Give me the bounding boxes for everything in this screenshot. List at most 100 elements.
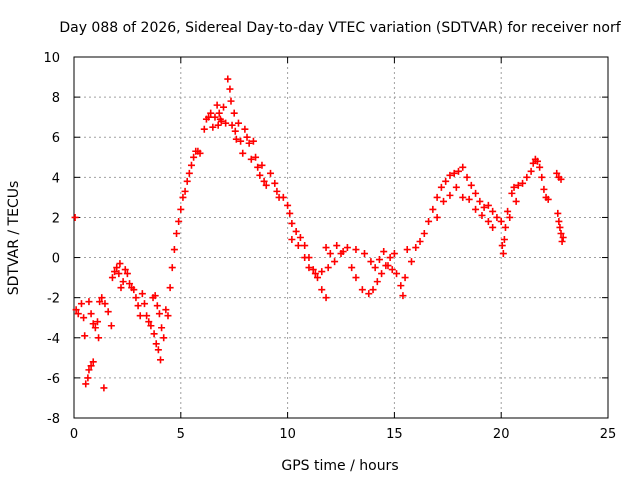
data-point [378, 270, 386, 278]
data-point [190, 153, 198, 161]
data-point [258, 161, 266, 169]
data-point [301, 242, 309, 250]
data-point [98, 294, 106, 302]
data-point [183, 177, 191, 185]
data-point [296, 234, 304, 241]
data-point [89, 358, 97, 366]
data-point [95, 334, 103, 342]
data-point [322, 244, 330, 252]
data-point [498, 242, 506, 250]
data-point [87, 362, 95, 370]
data-point [147, 322, 155, 330]
data-point [164, 312, 172, 320]
data-point [215, 109, 223, 117]
data-point [123, 270, 131, 278]
data-point [175, 217, 183, 225]
data-point [226, 85, 234, 93]
data-point [322, 294, 330, 302]
data-point [160, 334, 168, 342]
data-point [107, 322, 115, 330]
data-point [425, 217, 433, 225]
chart-title: Day 088 of 2026, Sidereal Day-to-day VTE… [59, 20, 621, 36]
data-point [115, 270, 123, 278]
data-point [536, 163, 544, 171]
data-point [260, 177, 268, 185]
data-point [352, 246, 360, 254]
data-point [155, 310, 163, 318]
data-point [557, 229, 565, 237]
data-point [93, 318, 101, 326]
x-tick-label: 5 [177, 427, 185, 442]
data-point [222, 119, 230, 127]
y-tick-label: -8 [47, 412, 60, 427]
data-point [508, 189, 516, 197]
data-point [538, 173, 546, 181]
data-point [446, 191, 454, 199]
data-point [239, 149, 247, 157]
data-point [331, 258, 339, 266]
data-point [450, 169, 458, 177]
data-point [121, 266, 129, 274]
data-point [279, 193, 287, 201]
data-point [100, 384, 108, 392]
data-point [132, 294, 140, 302]
data-point [213, 101, 221, 109]
data-point [403, 246, 411, 254]
data-point [214, 121, 222, 129]
data-point [380, 248, 388, 256]
data-point [119, 278, 127, 286]
data-point [207, 109, 215, 117]
data-point [384, 262, 392, 270]
data-point [493, 213, 501, 221]
x-tick-label: 25 [600, 427, 617, 442]
data-point [84, 374, 92, 382]
data-point [459, 193, 467, 201]
plot-frame [73, 56, 609, 419]
data-point [256, 171, 264, 179]
data-point [288, 236, 296, 244]
data-point [478, 211, 486, 219]
data-point [311, 270, 319, 278]
data-point [440, 197, 448, 205]
data-point [145, 318, 153, 326]
data-point [407, 258, 415, 266]
data-point [343, 244, 351, 252]
data-point [523, 173, 531, 181]
y-tick-label: -2 [47, 292, 60, 307]
data-point [476, 197, 484, 205]
data-point [544, 195, 552, 203]
data-point [369, 286, 377, 294]
data-point [446, 171, 454, 179]
data-point [271, 179, 279, 187]
data-point [143, 312, 151, 320]
data-point [390, 250, 398, 258]
data-point [386, 254, 394, 262]
data-point [506, 213, 514, 221]
data-point [459, 163, 467, 171]
data-point [151, 292, 159, 300]
data-point [512, 197, 520, 205]
data-point [510, 183, 518, 191]
data-point [472, 205, 480, 213]
data-point [158, 324, 166, 332]
data-point [352, 274, 360, 282]
data-point [196, 149, 204, 157]
data-point [429, 205, 437, 213]
data-point [89, 320, 97, 328]
data-point [80, 314, 88, 322]
x-tick-label: 10 [279, 427, 296, 442]
data-point [249, 137, 257, 145]
data-point [373, 278, 381, 286]
x-tick-label: 0 [70, 427, 78, 442]
y-tick-label: 6 [52, 131, 60, 146]
data-point [540, 185, 548, 193]
data-point [154, 346, 162, 354]
data-point [555, 217, 563, 225]
y-tick-label: 0 [52, 252, 60, 267]
data-point [262, 181, 270, 189]
data-point [153, 302, 161, 310]
data-point [371, 264, 379, 272]
data-point [534, 157, 542, 165]
data-point [326, 250, 334, 258]
